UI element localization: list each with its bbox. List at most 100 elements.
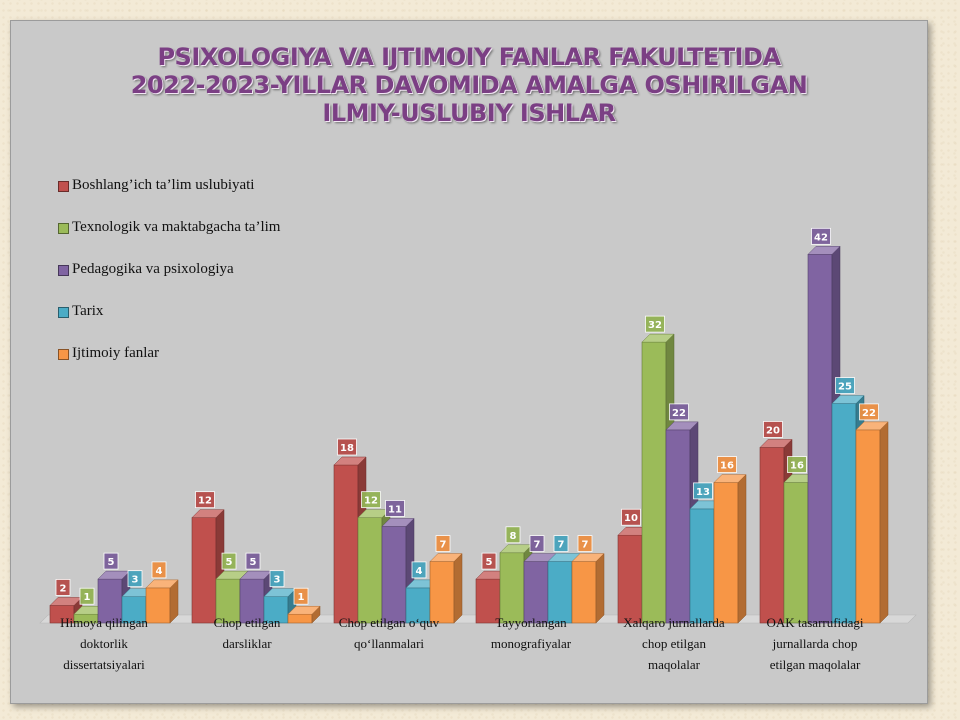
legend-label: Pedagogika va psixologiya: [72, 261, 234, 277]
data-label: 16: [720, 461, 734, 472]
bar: [713, 482, 739, 624]
data-label-box: [151, 561, 167, 579]
bar-top: [191, 509, 225, 518]
data-label-box: [835, 377, 855, 394]
legend-swatch: [58, 349, 69, 360]
data-label-box: [361, 491, 381, 509]
legend-swatch: [58, 265, 69, 276]
data-label-box: [79, 587, 95, 605]
data-label: 1: [298, 592, 305, 603]
bar-top: [807, 246, 841, 255]
data-label-box: [553, 535, 569, 552]
data-label: 5: [108, 557, 115, 568]
data-label: 18: [340, 443, 354, 454]
category-label-line: jurnallarda chop: [772, 636, 858, 651]
data-label-box: [435, 535, 451, 552]
bar-top: [713, 474, 747, 483]
data-label: 5: [250, 557, 257, 568]
legend-swatch: [58, 307, 69, 318]
data-label-box: [505, 526, 521, 544]
bar-top: [287, 605, 321, 615]
chart-title-line-3: ILMIY-USLUBIY ISHLAR: [322, 99, 616, 127]
bar: [499, 552, 525, 624]
category-label-line: Xalqaro jurnallarda: [623, 615, 725, 630]
legend-label: Ijtimoiy fanlar: [72, 345, 160, 361]
category-label-line: etilgan maqolalar: [769, 657, 861, 672]
data-label-box: [859, 403, 879, 421]
data-label: 7: [534, 540, 541, 551]
bar-top: [145, 579, 179, 589]
data-label: 5: [486, 557, 493, 568]
bar-top: [333, 456, 367, 466]
data-label-box: [645, 315, 665, 333]
bar: [263, 596, 289, 624]
category-label-himoya: Himoya qilingan doktorlik dissertatsiyal…: [34, 612, 174, 675]
bar: [759, 447, 785, 624]
chart-title: PSIXOLOGIYA VA IJTIMOIY FANLAR FAKULTETI…: [11, 43, 927, 127]
data-label: 3: [132, 575, 139, 586]
bar: [523, 561, 549, 624]
bar-top: [759, 439, 793, 448]
legend-label: Texnologik va maktabgacha ta’lim: [72, 219, 281, 235]
data-label-box: [577, 535, 593, 552]
data-label-box: [481, 552, 497, 570]
data-label: 4: [156, 566, 163, 577]
data-label: 16: [790, 461, 804, 472]
category-label-monografiyalar: Tayyorlangan monografiyalar: [461, 612, 601, 654]
data-label-box: [411, 561, 427, 579]
data-label-box: [717, 456, 737, 473]
bar: [855, 429, 881, 624]
data-label-box: [195, 491, 215, 509]
chart-title-line-2: 2022-2023-YILLAR DAVOMIDA AMALGA OSHIRIL…: [130, 71, 808, 99]
data-label-box: [127, 570, 143, 588]
category-label-line: Himoya qilingan: [60, 615, 148, 630]
category-label-line: qo‘llanmalari: [353, 636, 425, 651]
bar-top: [571, 553, 605, 562]
legend-swatch: [58, 181, 69, 192]
category-label-line: doktorlik: [80, 636, 128, 651]
data-label: 42: [814, 232, 828, 243]
data-label-box: [385, 500, 405, 517]
category-label-line: Chop etilgan o‘quv: [338, 615, 440, 630]
bar-top: [429, 553, 463, 562]
bar: [357, 517, 383, 624]
bar: [689, 508, 715, 624]
data-label-box: [621, 508, 641, 526]
bar: [783, 482, 809, 624]
data-label-box: [787, 456, 807, 473]
data-label: 1: [84, 592, 91, 603]
bar-top: [641, 333, 675, 343]
bar-top: [665, 421, 699, 431]
data-label: 2: [60, 583, 67, 594]
data-label: 32: [648, 320, 662, 331]
data-label-box: [103, 552, 119, 570]
bar: [831, 403, 857, 624]
category-label-darsliklar: Chop etilgan darsliklar: [177, 612, 317, 654]
bar-top: [855, 421, 889, 431]
data-label: 22: [672, 408, 686, 419]
category-label-line: chop etilgan: [642, 636, 706, 651]
category-label-line: Chop etilgan: [213, 615, 281, 630]
chart-title-line-1: PSIXOLOGIYA VA IJTIMOIY FANLAR FAKULTETI…: [157, 43, 781, 71]
data-label: 12: [364, 496, 378, 507]
data-label: 7: [440, 540, 447, 551]
category-label-line: darsliklar: [222, 636, 272, 651]
data-label-box: [811, 227, 831, 245]
data-label: 13: [696, 487, 710, 498]
data-label: 7: [558, 540, 565, 551]
legend-swatch: [58, 223, 69, 234]
bar-side: [879, 421, 889, 624]
bar: [807, 254, 833, 624]
category-label-line: OAK tasarrufidagi: [766, 615, 864, 630]
data-label: 22: [862, 408, 876, 419]
bar: [665, 429, 691, 624]
data-label-box: [337, 438, 357, 456]
data-label: 4: [416, 566, 423, 577]
category-label-line: Tayyorlangan: [495, 615, 567, 630]
data-label: 3: [274, 575, 281, 586]
bar-top: [831, 395, 865, 404]
data-label: 11: [388, 504, 402, 515]
category-label-qollanmalar: Chop etilgan o‘quv qo‘llanmalari: [319, 612, 459, 654]
category-label-xalqaro: Xalqaro jurnallarda chop etilgan maqolal…: [604, 612, 744, 675]
data-label: 7: [582, 540, 589, 551]
